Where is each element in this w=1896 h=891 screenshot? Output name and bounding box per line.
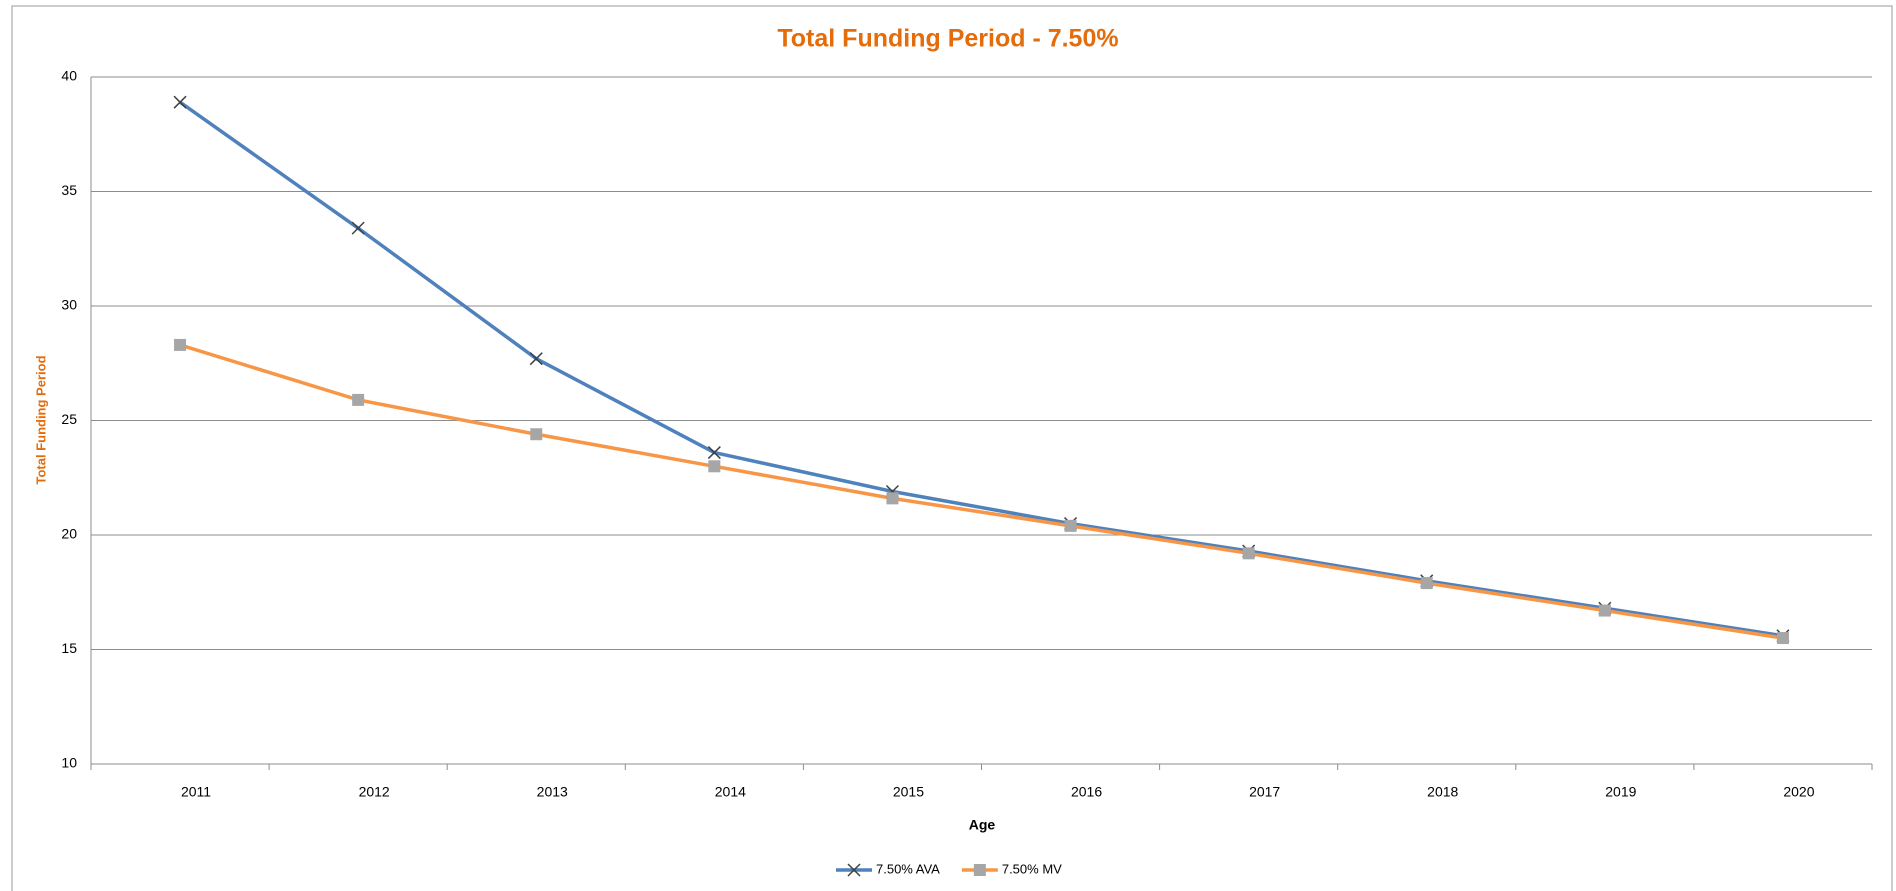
x-tick-label: 2011 xyxy=(181,784,211,800)
data-point xyxy=(1420,577,1433,590)
x-axis-label: Age xyxy=(969,817,996,833)
y-tick-label: 35 xyxy=(61,182,77,198)
y-tick-label: 40 xyxy=(61,68,77,84)
marker-stroke xyxy=(529,352,543,366)
x-tick-label: 2018 xyxy=(1427,784,1458,800)
legend-marker xyxy=(847,863,861,877)
marker-stroke xyxy=(707,446,721,460)
series-line xyxy=(179,343,1784,640)
y-tick-label: 15 xyxy=(61,640,77,656)
legend-marker xyxy=(973,864,986,876)
legend-label: 7.50% AVA xyxy=(876,861,940,876)
data-point xyxy=(1242,547,1255,560)
y-tick-label: 30 xyxy=(61,297,77,313)
x-tick-label: 2017 xyxy=(1249,784,1280,800)
y-tick-label: 25 xyxy=(61,411,77,427)
x-tick-label: 2020 xyxy=(1783,784,1814,800)
marker-stroke xyxy=(173,95,187,109)
series-line xyxy=(179,100,1784,638)
data-point xyxy=(1064,519,1077,532)
marker-stroke xyxy=(351,221,365,235)
data-point xyxy=(173,95,187,109)
data-point xyxy=(708,460,721,473)
data-point xyxy=(351,221,365,235)
chart-frame xyxy=(11,5,1893,891)
x-tick-label: 2012 xyxy=(359,784,390,800)
x-tick-label: 2014 xyxy=(715,784,746,800)
data-point xyxy=(707,446,721,460)
x-tick-label: 2019 xyxy=(1605,784,1636,800)
marker-stroke xyxy=(847,863,861,877)
data-point xyxy=(174,338,187,351)
x-tick-label: 2015 xyxy=(893,784,924,800)
x-tick-label: 2013 xyxy=(537,784,568,800)
chart-title: Total Funding Period - 7.50% xyxy=(777,25,1118,53)
data-point xyxy=(1776,632,1789,645)
y-tick-label: 10 xyxy=(61,755,77,771)
y-tick-label: 20 xyxy=(61,526,77,542)
x-tick-label: 2016 xyxy=(1071,784,1102,800)
data-point xyxy=(1598,604,1611,617)
y-axis-label: Total Funding Period xyxy=(33,355,48,484)
legend-label: 7.50% MV xyxy=(1002,861,1062,876)
data-point xyxy=(352,393,365,406)
data-point xyxy=(530,428,543,441)
data-point xyxy=(529,352,543,366)
data-point xyxy=(886,492,899,505)
